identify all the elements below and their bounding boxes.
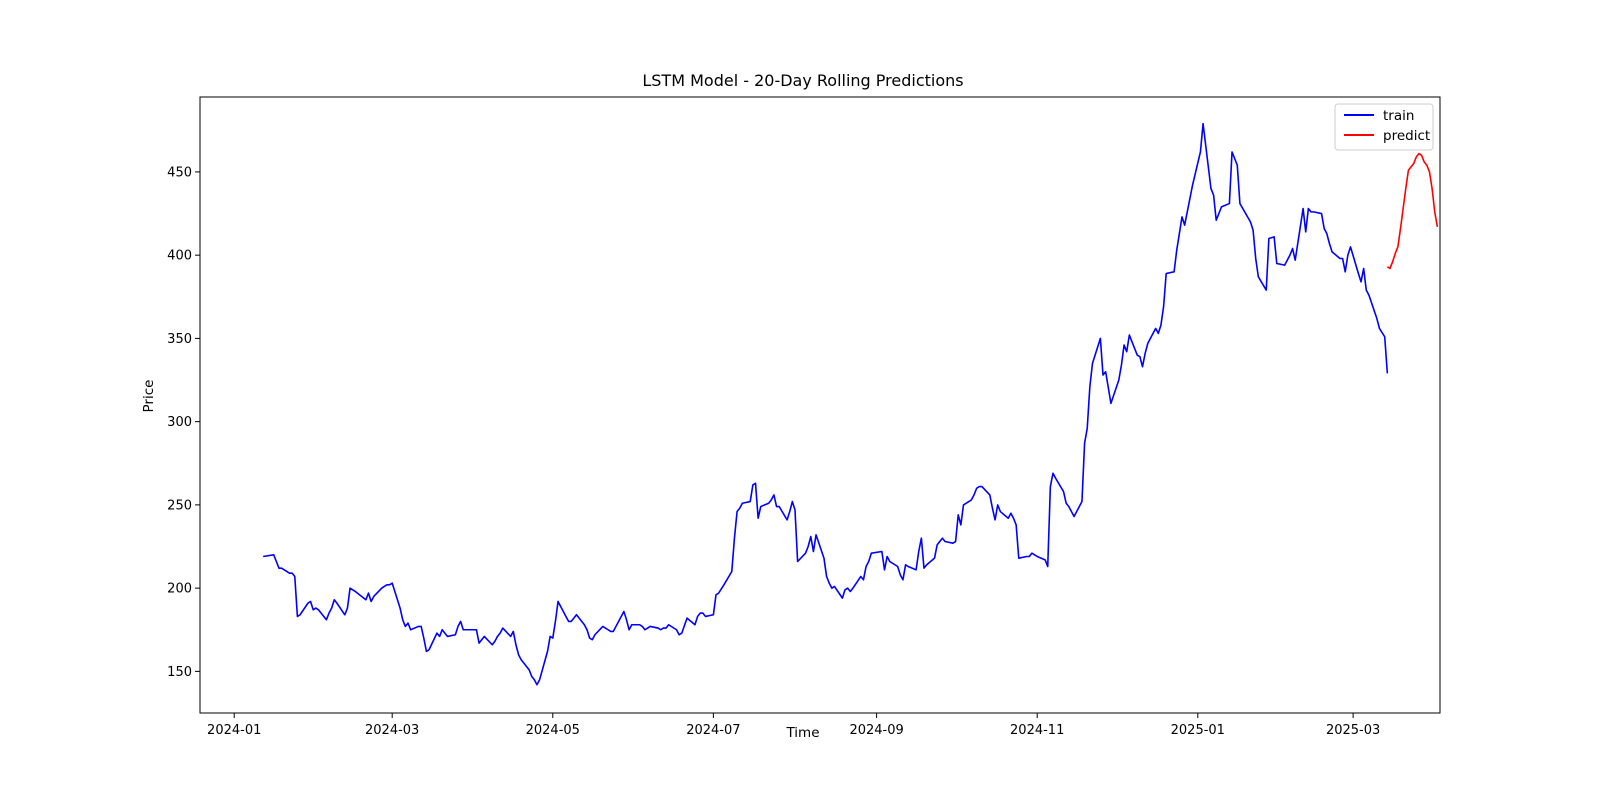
series-line-train	[263, 122, 1389, 686]
series-layer	[263, 122, 1439, 686]
y-tick-label: 450	[167, 165, 192, 180]
y-tick-label: 350	[167, 332, 192, 347]
x-tick-label: 2025-01	[1171, 723, 1225, 738]
chart-title: LSTM Model - 20-Day Rolling Predictions	[642, 71, 963, 90]
y-tick-label: 150	[167, 665, 192, 680]
x-tick-label: 2024-01	[207, 723, 261, 738]
x-axis-label: Time	[785, 725, 819, 741]
x-tick-label: 2025-03	[1326, 723, 1380, 738]
plot-frame	[199, 96, 1441, 714]
x-tick-label: 2024-03	[365, 723, 419, 738]
legend-label-train: train	[1383, 108, 1414, 124]
y-axis-label: Price	[141, 380, 157, 413]
legend: train predict	[1334, 103, 1434, 151]
legend-label-predict: predict	[1383, 128, 1430, 144]
x-tick-label: 2024-09	[849, 723, 903, 738]
y-tick-label: 200	[167, 582, 192, 597]
y-tick-label: 400	[167, 249, 192, 264]
x-tick-label: 2024-05	[526, 723, 580, 738]
series-line-predict	[1386, 152, 1439, 270]
y-tick-label: 300	[167, 415, 192, 430]
y-tick-label: 250	[167, 498, 192, 513]
x-tick-label: 2024-11	[1010, 723, 1064, 738]
x-tick-label: 2024-07	[686, 723, 740, 738]
axes-layer: 2024-01 2024-03 2024-05 2024-07 2024-09 2024-…	[167, 96, 1441, 738]
